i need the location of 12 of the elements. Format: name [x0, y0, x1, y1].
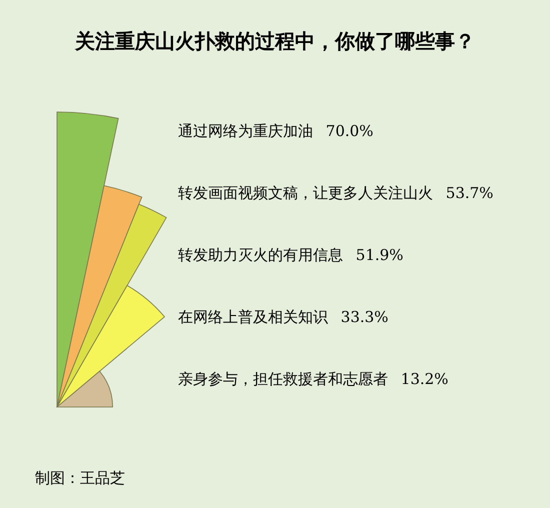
text: 制图：王品芝 — [35, 469, 125, 487]
category-label: 转发画面视频文稿，让更多人关注山火 — [178, 184, 433, 202]
data-label: 70.0% — [326, 122, 374, 140]
category-label: 在网络上普及相关知识 — [178, 308, 328, 326]
data-label: 33.3% — [340, 308, 388, 326]
category-label: 亲身参与，担任救援者和志愿者 — [178, 370, 388, 388]
category-label: 转发助力灭火的有用信息 — [178, 246, 343, 264]
category-label: 通过网络为重庆加油 — [178, 122, 313, 140]
text: 关注重庆山火扑救的过程中，你做了哪些事？ — [74, 29, 475, 53]
data-label: 51.9% — [356, 246, 404, 264]
data-label: 13.2% — [400, 370, 448, 388]
data-label: 53.7% — [446, 184, 494, 202]
